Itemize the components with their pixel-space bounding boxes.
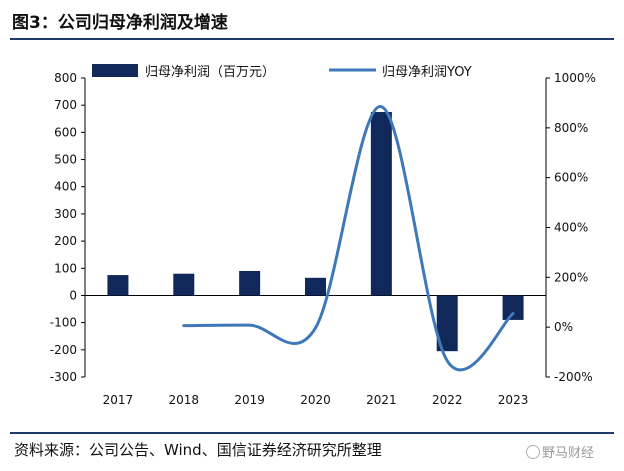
left-tick-label: 0 (69, 288, 77, 302)
watermark-logo-icon (526, 445, 540, 459)
legend-line-label: 归母净利润YOY (382, 65, 472, 80)
bar-2022 (436, 295, 458, 352)
bar-2017 (107, 275, 129, 296)
source-note: 资料来源：公司公告、Wind、国信证券经济研究所整理 (14, 441, 382, 459)
left-tick-label: 600 (54, 125, 77, 139)
right-tick-label: 600% (554, 171, 588, 185)
right-tick-label: 1000% (554, 71, 596, 85)
figure-title: 图3：公司归母净利润及增速 (12, 13, 228, 33)
bar-2018 (173, 273, 195, 296)
left-tick-label: -200 (50, 343, 77, 357)
x-tick-label: 2023 (498, 393, 529, 407)
x-tick-label: 2022 (432, 393, 463, 407)
left-tick-label: 700 (54, 98, 77, 112)
left-tick-label: 100 (54, 261, 77, 275)
x-tick-label: 2019 (234, 393, 265, 407)
right-tick-label: 800% (554, 121, 588, 135)
left-tick-label: 800 (54, 71, 77, 85)
bottom-rule (10, 432, 614, 434)
right-tick-label: 200% (554, 270, 588, 284)
top-rule (10, 38, 614, 40)
left-tick-label: 400 (54, 180, 77, 194)
left-tick-label: 300 (54, 207, 77, 221)
left-tick-label: 200 (54, 234, 77, 248)
right-tick-label: 0% (554, 320, 573, 334)
x-tick-label: 2020 (300, 393, 331, 407)
right-tick-label: -200% (554, 370, 593, 384)
x-tick-label: 2017 (103, 393, 134, 407)
left-tick-label: 500 (54, 153, 77, 167)
yoy-line (182, 105, 515, 372)
watermark-text: 野马财经 (542, 446, 595, 461)
left-tick-label: -100 (50, 316, 77, 330)
bar-2021 (370, 111, 392, 296)
watermark: 野马财经 (526, 442, 594, 461)
legend-bar-swatch (92, 64, 138, 77)
bar-2023 (502, 295, 524, 320)
bar-2020 (305, 277, 326, 296)
bar-2019 (239, 270, 261, 296)
right-tick-label: 400% (554, 221, 588, 235)
x-tick-label: 2018 (169, 393, 200, 407)
legend-bar-label: 归母净利润（百万元） (145, 65, 275, 80)
left-tick-label: -300 (50, 370, 77, 384)
x-tick-label: 2021 (366, 393, 397, 407)
